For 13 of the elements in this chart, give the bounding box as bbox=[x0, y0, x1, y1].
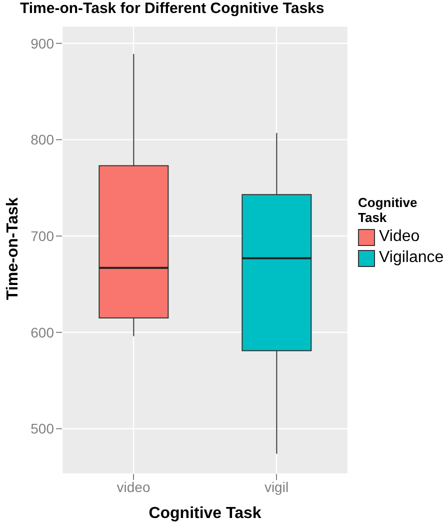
legend-label: Vigilance bbox=[379, 249, 443, 267]
legend-title: Cognitive Task bbox=[358, 195, 418, 225]
y-axis-title: Time-on-Task bbox=[4, 197, 22, 300]
legend-label: Video bbox=[379, 228, 420, 246]
x-tick-label: vigil bbox=[264, 478, 289, 495]
y-tick-label: 600 bbox=[30, 324, 54, 340]
y-tick-label: 500 bbox=[30, 420, 54, 437]
x-tick-label: video bbox=[116, 478, 150, 495]
x-axis-title: Cognitive Task bbox=[148, 505, 262, 522]
y-tick-label: 900 bbox=[30, 35, 54, 52]
y-tick-label: 800 bbox=[30, 132, 54, 148]
y-tick-label: 700 bbox=[30, 228, 54, 244]
chart-title: Time-on-Task for Different Cognitive Tasks bbox=[20, 0, 326, 17]
